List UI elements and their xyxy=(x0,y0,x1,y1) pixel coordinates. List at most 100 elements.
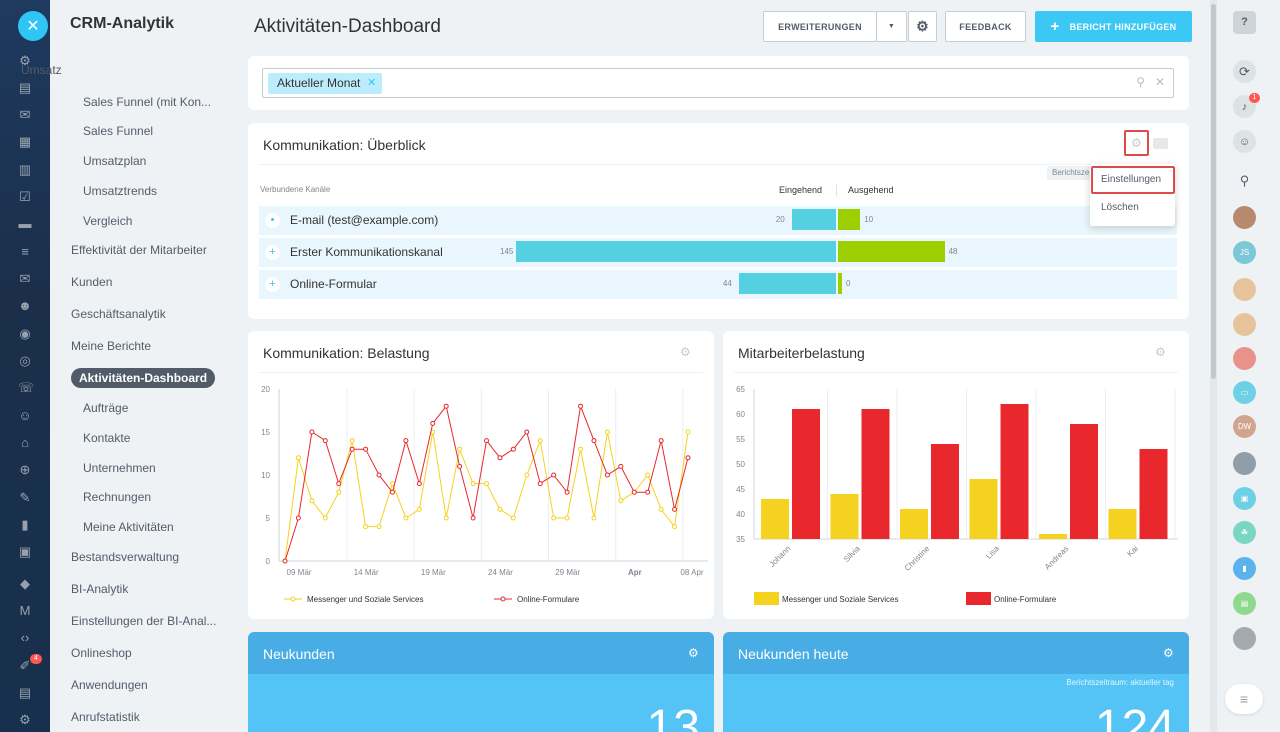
expand-icon[interactable]: + xyxy=(265,277,280,292)
menu-item-bestandsverwaltung[interactable]: Bestandsverwaltung xyxy=(71,550,180,564)
new-customers-gear-icon[interactable]: ⚙ xyxy=(688,646,699,660)
mail-icon[interactable]: ✉ xyxy=(19,271,31,286)
help-icon[interactable]: ? xyxy=(1233,11,1256,34)
sync-icon[interactable]: ⟳ xyxy=(1233,60,1256,83)
avatar-js[interactable]: JS xyxy=(1233,241,1256,264)
analytics-icon[interactable]: ▮ xyxy=(21,517,29,532)
data-point xyxy=(484,481,489,487)
avatar[interactable] xyxy=(1233,452,1256,475)
y-tick-label: 65 xyxy=(736,385,745,394)
avatar[interactable] xyxy=(1233,347,1256,370)
bar xyxy=(761,499,789,539)
filter-icon[interactable]: ≡ xyxy=(21,244,29,259)
search-icon[interactable]: ⚲ xyxy=(1239,172,1250,188)
search-icon[interactable]: ⚲ xyxy=(1136,75,1145,89)
robot-icon[interactable]: ☺ xyxy=(18,408,32,423)
contacts-icon[interactable]: ▣ xyxy=(18,544,32,559)
tasks-icon[interactable]: ⚙ xyxy=(19,53,31,68)
menu-item-kunden[interactable]: Kunden xyxy=(71,275,113,289)
chip-remove-icon[interactable]: ✕ xyxy=(367,77,377,89)
calendar-icon[interactable]: ▦ xyxy=(18,134,32,149)
menu-item-aktivitaeten-dashboard[interactable]: Aktivitäten-Dashboard xyxy=(71,368,216,388)
menu-item-anrufstatistik[interactable]: Anrufstatistik xyxy=(71,710,140,724)
legend-swatch xyxy=(966,592,991,605)
search-doc-icon[interactable]: ▣ xyxy=(1233,487,1256,510)
fullscreen-icon[interactable] xyxy=(1153,138,1168,149)
menu-icon[interactable]: ≡ xyxy=(1225,684,1263,714)
document-icon[interactable]: ▤ xyxy=(1233,592,1256,615)
avatar-group[interactable] xyxy=(1233,313,1256,336)
menu-item-kontakte[interactable]: Kontakte xyxy=(83,431,131,445)
avatar-dw[interactable]: DW xyxy=(1233,415,1256,438)
avatar-group[interactable] xyxy=(1233,278,1256,301)
crm-icon[interactable]: ◉ xyxy=(19,326,31,341)
x-tick-label: Johann xyxy=(767,544,792,569)
close-icon[interactable]: ✕ xyxy=(18,11,48,41)
code-icon[interactable]: ‹› xyxy=(20,630,30,645)
menu-item-auftraege[interactable]: Aufträge xyxy=(83,401,129,415)
menu-item-umsatzplan[interactable]: Umsatzplan xyxy=(83,154,147,168)
extensions-button[interactable]: ERWEITERUNGEN xyxy=(763,11,877,42)
bank-icon[interactable]: ⌂ xyxy=(21,435,29,450)
chat-icon[interactable]: ☺ xyxy=(1233,130,1256,153)
channel-row-online-form[interactable]: + Online-Formular xyxy=(259,270,1177,299)
filter-input[interactable]: Aktueller Monat ✕ ⚲ ✕ xyxy=(262,68,1174,98)
load-gear-icon[interactable]: ⚙ xyxy=(680,345,691,359)
notes-icon[interactable]: ✐ xyxy=(19,658,31,673)
bar xyxy=(1139,449,1168,539)
menu-item-bi-einstellungen[interactable]: Einstellungen der BI-Anal... xyxy=(71,614,216,628)
menu-item-umsatz[interactable]: Umsatz xyxy=(21,63,62,77)
menu-item-anwendungen[interactable]: Anwendungen xyxy=(71,678,148,692)
menu-item-geschaeftsanalytik[interactable]: Geschäftsanalytik xyxy=(71,307,166,321)
menu-item-vergleich[interactable]: Vergleich xyxy=(83,214,133,228)
menu-item-sales-funnel[interactable]: Sales Funnel xyxy=(83,124,154,138)
menu-item-bi-analytik[interactable]: BI-Analytik xyxy=(71,582,129,596)
target-icon[interactable]: ◎ xyxy=(19,353,31,368)
load-line-chart: 0 5 10 15 20 09 Mär 14 Mär 19 Mär 24 Mär 29 Mär Ap… xyxy=(261,385,708,604)
sign-icon[interactable]: ✎ xyxy=(19,490,31,505)
menu-settings[interactable]: Einstellungen xyxy=(1101,174,1162,185)
telephony-icon[interactable]: ☏ xyxy=(18,380,35,395)
cart-icon[interactable]: ⊕ xyxy=(19,462,31,477)
data-point xyxy=(537,438,543,444)
employee-gear-icon[interactable]: ⚙ xyxy=(1155,345,1166,359)
users-icon[interactable]: ☻ xyxy=(18,298,32,313)
menu-item-effektivitaet[interactable]: Effektivität der Mitarbeiter xyxy=(71,243,207,257)
bookmark-icon[interactable]: ▮ xyxy=(1233,557,1256,580)
menu-delete[interactable]: Löschen xyxy=(1101,202,1139,213)
extensions-dropdown-button[interactable]: ▼ xyxy=(876,11,907,42)
settings-icon[interactable]: ⚙ xyxy=(19,712,31,727)
market-icon[interactable]: M xyxy=(19,603,31,618)
avatar[interactable] xyxy=(1233,206,1256,229)
x-tick-label: 14 Mär xyxy=(354,568,379,577)
checkbox-icon[interactable]: ☑ xyxy=(19,189,31,204)
group-icon[interactable]: ☘ xyxy=(1233,521,1256,544)
document-icon[interactable]: ▥ xyxy=(18,162,32,177)
add-report-button[interactable]: + BERICHT HINZUFÜGEN xyxy=(1035,11,1192,42)
new-customers-today-gear-icon[interactable]: ⚙ xyxy=(1163,646,1174,660)
expand-icon[interactable]: + xyxy=(265,245,280,260)
menu-item-rechnungen[interactable]: Rechnungen xyxy=(83,490,152,504)
menu-item-umsatztrends[interactable]: Umsatztrends xyxy=(83,184,158,198)
menu-item-meine-berichte[interactable]: Meine Berichte xyxy=(71,339,152,353)
drive-icon[interactable]: ▬ xyxy=(18,216,32,231)
y-tick-label: 40 xyxy=(736,510,745,519)
menu-item-sales-funnel-kon[interactable]: Sales Funnel (mit Kon... xyxy=(83,95,212,109)
feed-icon[interactable]: ▤ xyxy=(18,80,32,95)
settings-button[interactable]: ⚙ xyxy=(908,11,937,42)
avatar[interactable] xyxy=(1233,627,1256,650)
chat-bubble-icon[interactable]: ▭ xyxy=(1233,381,1256,404)
clear-icon[interactable]: ✕ xyxy=(1154,75,1165,89)
menu-item-meine-aktivitaeten[interactable]: Meine Aktivitäten xyxy=(83,520,174,534)
expand-icon[interactable]: • xyxy=(265,213,280,228)
channel-row-email[interactable]: • E-mail (test@example.com) xyxy=(259,206,1177,235)
feedback-button[interactable]: FEEDBACK xyxy=(945,11,1026,42)
clipboard-icon[interactable]: ▤ xyxy=(18,685,32,700)
menu-item-onlineshop[interactable]: Onlineshop xyxy=(71,646,132,660)
filter-chip[interactable]: Aktueller Monat ✕ xyxy=(268,73,383,94)
menu-item-unternehmen[interactable]: Unternehmen xyxy=(83,461,156,475)
chat-icon[interactable]: ✉ xyxy=(19,107,31,122)
box-icon[interactable]: ◆ xyxy=(20,576,30,591)
scrollbar-thumb[interactable] xyxy=(1211,4,1216,379)
overview-gear-icon[interactable]: ⚙ xyxy=(1131,136,1142,150)
